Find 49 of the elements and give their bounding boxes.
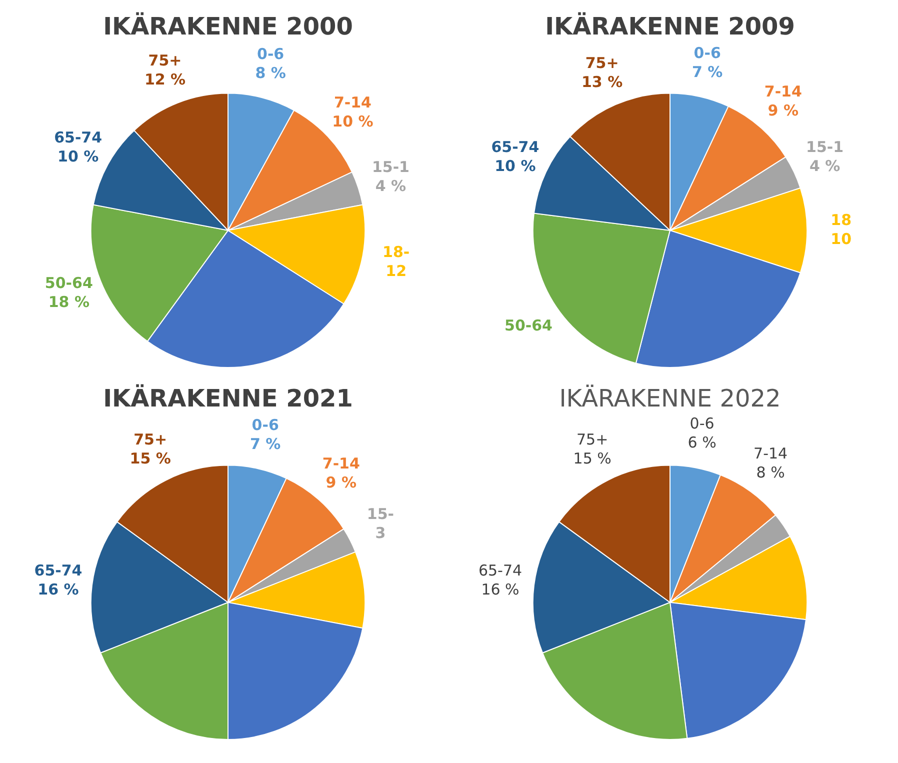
data-label: 10 % bbox=[494, 156, 536, 175]
slice-label: 65-74 bbox=[478, 561, 522, 580]
chart-title: IKÄRAKENNE 2000 bbox=[103, 12, 353, 41]
data-label: 10 bbox=[830, 230, 852, 248]
data-label: 15 % bbox=[573, 449, 612, 468]
chart-title: IKÄRAKENNE 2009 bbox=[545, 12, 795, 41]
chart-title: IKÄRAKENNE 2022 bbox=[559, 384, 781, 413]
data-label: 13 % bbox=[581, 72, 623, 91]
slice-label: 15- bbox=[366, 505, 394, 524]
slice-label: 7-14 bbox=[754, 444, 788, 462]
data-label: 18 % bbox=[48, 292, 90, 311]
data-label: 12 bbox=[386, 262, 407, 280]
data-label: 8 % bbox=[756, 463, 785, 482]
slice-label: 0-6 bbox=[256, 45, 284, 64]
data-label: 6 % bbox=[688, 434, 716, 452]
slice-label: 65-74 bbox=[54, 128, 102, 146]
slice-label: 7-14 bbox=[334, 94, 372, 112]
data-label: 7 % bbox=[692, 62, 723, 81]
slice-label: 15-1 bbox=[372, 158, 410, 176]
slice-label: 50-64 bbox=[44, 274, 93, 292]
data-label: 9 % bbox=[768, 101, 798, 120]
slice-label: 0-6 bbox=[252, 416, 279, 434]
slice-label: 50-64 bbox=[504, 316, 552, 334]
slice-label: 75+ bbox=[134, 430, 168, 448]
slice-label: 18- bbox=[382, 242, 410, 261]
slice-label: 18 bbox=[830, 210, 852, 229]
slice-label: 75+ bbox=[576, 430, 608, 448]
slice-label: 0-6 bbox=[694, 44, 721, 62]
data-label: 16 % bbox=[481, 580, 520, 598]
data-label: 4 % bbox=[809, 156, 840, 175]
data-label: 10 % bbox=[57, 147, 99, 166]
slice-label: 7-14 bbox=[764, 82, 802, 100]
slice-label: 75+ bbox=[148, 52, 182, 70]
data-label: 4 % bbox=[375, 176, 406, 195]
data-label: 9 % bbox=[326, 473, 356, 492]
data-label: 10 % bbox=[332, 112, 374, 131]
slice-label: 65-74 bbox=[491, 138, 540, 156]
data-label: 3 bbox=[375, 524, 386, 542]
slice-label: 65-74 bbox=[34, 561, 82, 580]
data-label: 8 % bbox=[255, 64, 286, 82]
data-label: 12 % bbox=[144, 70, 186, 89]
slice-label: 7-14 bbox=[322, 454, 360, 472]
chart-title: IKÄRAKENNE 2021 bbox=[103, 384, 353, 413]
slice-label: 0-6 bbox=[690, 414, 714, 433]
data-label: 16 % bbox=[38, 580, 79, 598]
data-label: 15 % bbox=[130, 449, 171, 468]
slice-label: 75+ bbox=[585, 54, 619, 72]
data-label: 7 % bbox=[250, 434, 281, 453]
slice-label: 15-1 bbox=[806, 138, 844, 156]
